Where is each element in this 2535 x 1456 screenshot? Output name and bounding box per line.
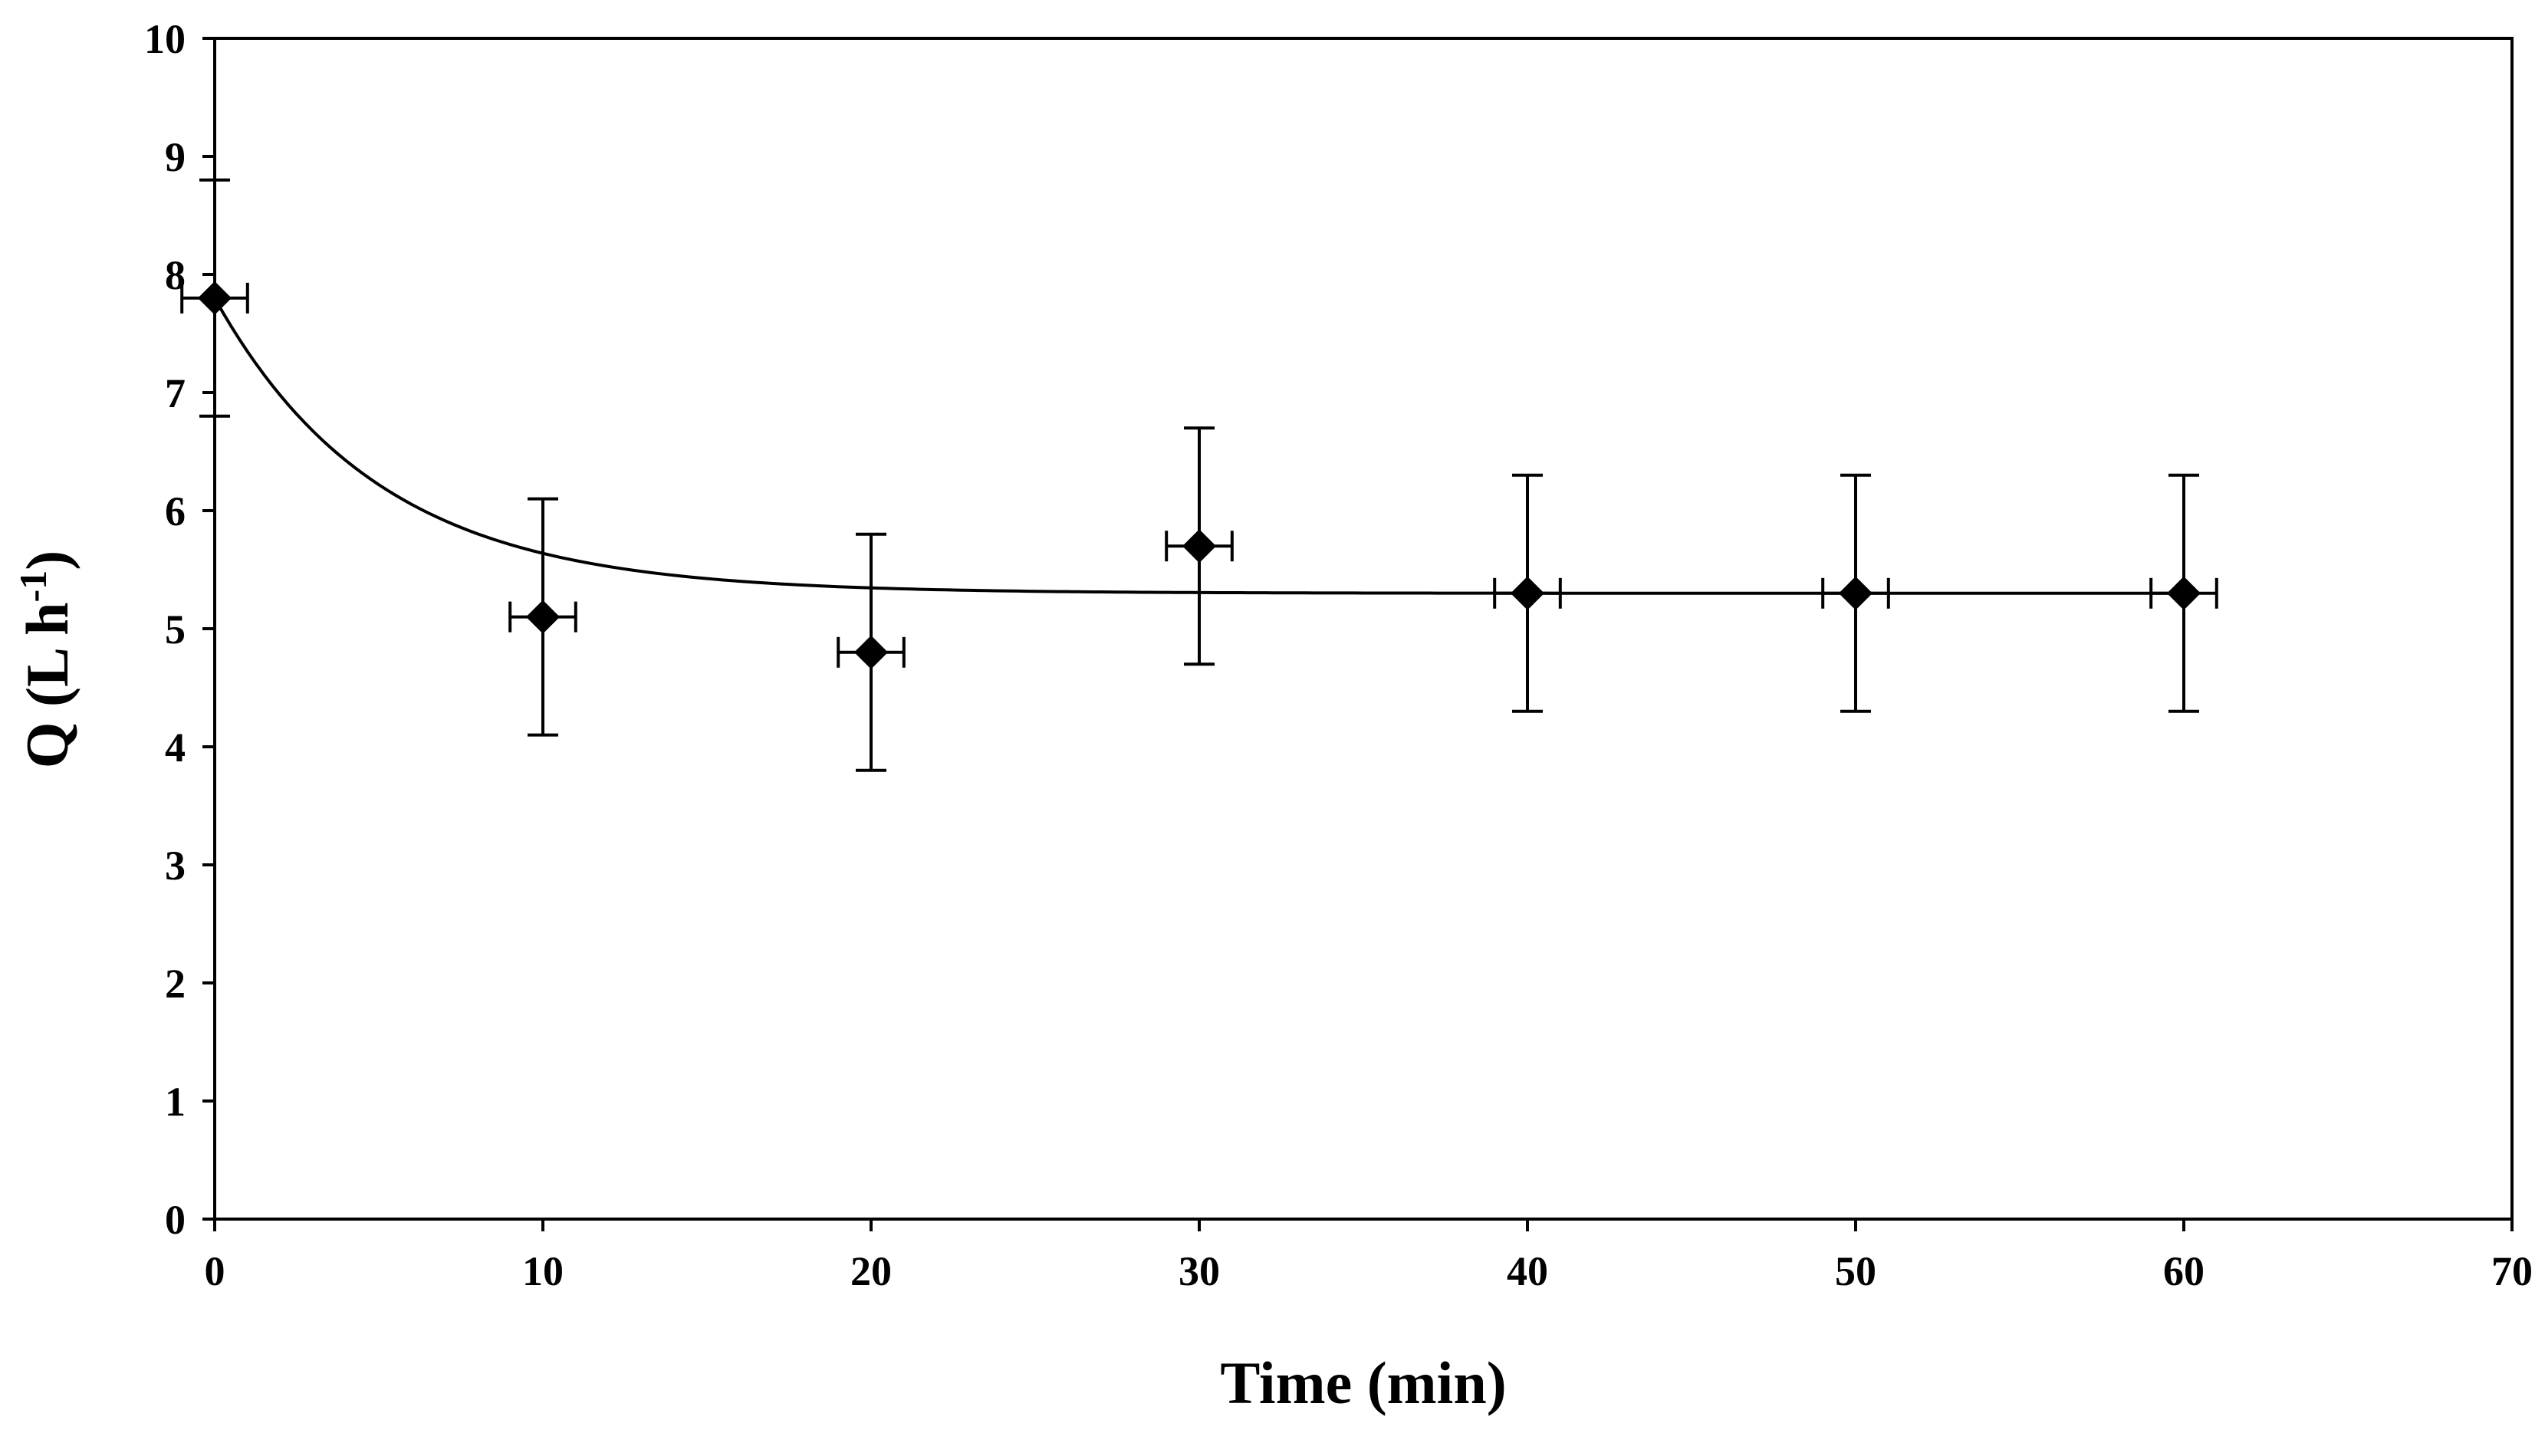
- data-point-marker: [1511, 576, 1544, 610]
- y-tick-label: 7: [165, 370, 186, 416]
- x-tick-label: 0: [205, 1248, 225, 1294]
- x-tick-label: 40: [1507, 1248, 1548, 1294]
- y-tick-label: 9: [165, 134, 186, 180]
- data-point-marker: [526, 600, 560, 634]
- y-axis-title: Q (L h-1): [12, 551, 81, 768]
- y-tick-label: 3: [165, 843, 186, 889]
- x-tick-label: 50: [1835, 1248, 1876, 1294]
- y-tick-label: 4: [165, 725, 186, 771]
- y-tick-label: 1: [165, 1079, 186, 1125]
- y-axis-title-superscript: -1: [12, 570, 54, 603]
- y-tick-label: 10: [144, 16, 186, 62]
- data-point-marker: [2167, 576, 2201, 610]
- y-tick-label: 5: [165, 606, 186, 652]
- y-tick-label: 6: [165, 488, 186, 534]
- y-tick-label: 0: [165, 1197, 186, 1243]
- x-axis-ticks: 0 10 20 30 40 50 60 70: [205, 1219, 2533, 1294]
- data-point-marker: [854, 635, 888, 669]
- x-tick-label: 60: [2163, 1248, 2205, 1294]
- y-axis-title-close: ): [14, 551, 81, 570]
- data-points-layer: [198, 281, 2201, 669]
- x-axis-title: Time (min): [1220, 1349, 1506, 1416]
- data-point-marker: [1839, 576, 1872, 610]
- data-point-marker: [1182, 529, 1216, 564]
- x-tick-label: 10: [522, 1248, 564, 1294]
- x-tick-label: 20: [850, 1248, 892, 1294]
- x-tick-label: 70: [2491, 1248, 2533, 1294]
- x-tick-label: 30: [1179, 1248, 1220, 1294]
- data-point-marker: [198, 281, 232, 315]
- y-axis-title-main: Q (L h: [14, 602, 81, 768]
- y-tick-label: 2: [165, 961, 186, 1007]
